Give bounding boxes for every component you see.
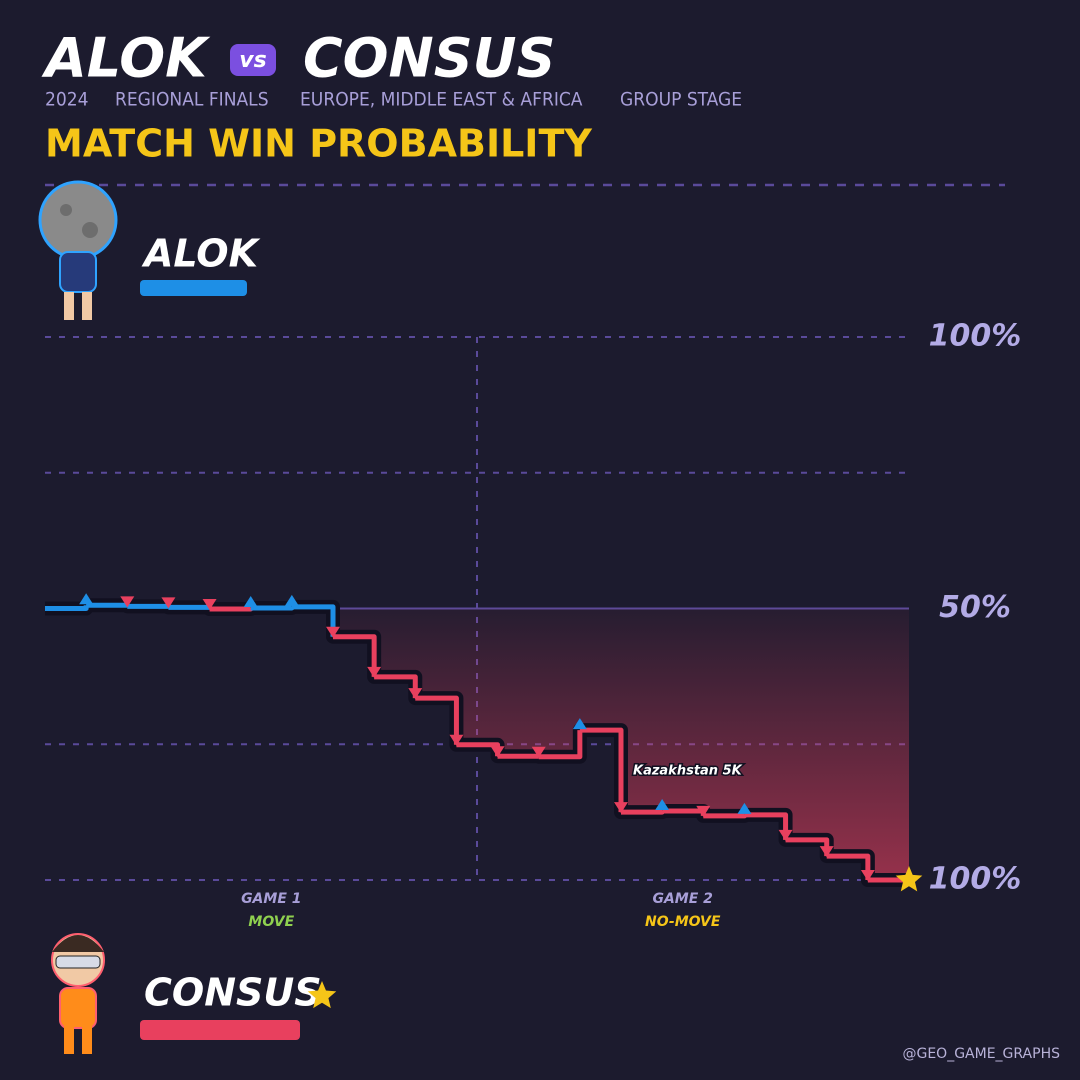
player-name: CONSUS (144, 971, 322, 1015)
game-mode: MOVE (248, 914, 294, 930)
step-segment (250, 605, 295, 611)
game-label: GAME 1 (241, 891, 301, 907)
round-marker (531, 746, 546, 758)
round-marker (326, 626, 340, 638)
annotation: Kazakhstan 5K (633, 764, 743, 779)
round-marker (860, 870, 875, 881)
credit: @GEO_GAME_GRAPHS (902, 1046, 1060, 1062)
round-marker (696, 805, 711, 817)
step-segment (127, 603, 171, 609)
step-segment (415, 695, 459, 745)
title-vs: vs (239, 48, 266, 73)
winner-star (307, 981, 337, 1009)
step-segment (209, 606, 254, 612)
round-marker (367, 666, 382, 678)
step-segment (538, 730, 583, 760)
heading: MATCH WIN PROBABILITY (45, 122, 592, 166)
y-tick-label: 100% (929, 319, 1022, 354)
round-marker (120, 596, 135, 608)
avatar-alok (38, 180, 118, 320)
round-marker (490, 746, 505, 758)
step-segment (703, 813, 747, 819)
round-marker (737, 802, 752, 814)
round-marker (449, 734, 464, 746)
round-marker (284, 594, 299, 606)
subtitle-item: GROUP STAGE (620, 89, 742, 111)
round-marker (408, 688, 423, 700)
title-right: CONSUS (303, 27, 555, 90)
avatar-consus (51, 933, 105, 1054)
step-segment (333, 634, 377, 677)
end-marker (895, 866, 923, 892)
player-bar (140, 280, 247, 296)
round-marker (79, 593, 94, 605)
player-name: ALOK (141, 232, 261, 276)
subtitle-item: REGIONAL FINALS (115, 89, 269, 111)
round-marker (614, 802, 628, 814)
subtitle-item: 2024 (45, 89, 89, 111)
step-segment (579, 727, 624, 813)
subtitle-item: EUROPE, MIDDLE EAST & AFRICA (300, 89, 583, 111)
step-segment (86, 602, 130, 608)
player-bar (140, 1020, 300, 1040)
title-left: ALOK (41, 27, 211, 90)
game-label: GAME 2 (652, 891, 712, 907)
y-tick-label: 100% (929, 862, 1022, 897)
round-marker (243, 595, 258, 607)
round-marker (819, 846, 834, 858)
vs-badge (230, 44, 276, 76)
step-segment (621, 809, 665, 815)
y-tick-label: 50% (939, 590, 1011, 625)
round-marker (572, 718, 587, 730)
game-mode: NO-MOVE (645, 914, 721, 930)
step-segment (168, 604, 213, 610)
step-segment (497, 753, 542, 759)
round-marker (161, 597, 176, 609)
round-marker (655, 799, 670, 811)
round-marker (202, 599, 217, 611)
round-marker (778, 829, 793, 841)
